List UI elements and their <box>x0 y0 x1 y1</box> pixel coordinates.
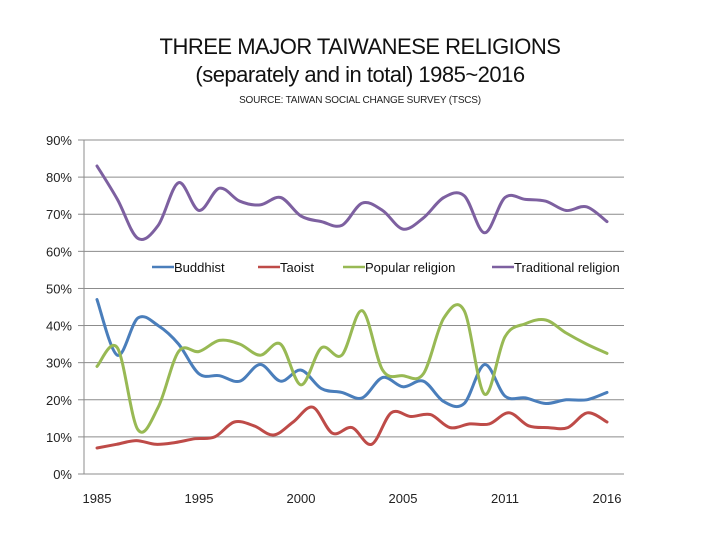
y-axis-tick-labels: 0% 10% 20% 30% 40% 50% 60% 70% 80% 90% <box>46 133 72 482</box>
chart-subtitle: SOURCE: TAIWAN SOCIAL CHANGE SURVEY (TSC… <box>239 95 481 106</box>
legend-label: Traditional religion <box>514 260 620 275</box>
axes <box>78 139 624 475</box>
x-tick-label: 1995 <box>185 491 214 506</box>
x-axis-tick-labels: 1985 1995 2000 2005 2011 2016 <box>83 491 622 506</box>
x-tick-label: 2011 <box>491 491 519 506</box>
y-tick-label: 40% <box>46 319 72 334</box>
legend: Buddhist Taoist Popular religion Traditiona… <box>152 260 620 275</box>
legend-label: Popular religion <box>365 260 455 275</box>
series-line-taoist <box>95 405 609 450</box>
series-lines <box>95 164 609 450</box>
y-tick-label: 60% <box>46 244 72 259</box>
legend-label: Buddhist <box>174 260 225 275</box>
series-line-traditional-religion <box>95 164 609 241</box>
legend-label: Taoist <box>280 260 314 275</box>
x-tick-label: 2016 <box>593 491 622 506</box>
y-tick-label: 50% <box>46 281 72 296</box>
chart-title-line1: THREE MAJOR TAIWANESE RELIGIONS <box>159 34 561 59</box>
chart-title-line2: (separately and in total) 1985~2016 <box>195 62 525 87</box>
series-line-popular-religion <box>95 303 609 434</box>
x-tick-label: 2005 <box>389 491 418 506</box>
series-line-buddhist <box>95 298 609 409</box>
x-tick-label: 1985 <box>83 491 112 506</box>
y-tick-label: 0% <box>53 467 72 482</box>
y-tick-label: 10% <box>46 430 72 445</box>
x-tick-label: 2000 <box>287 491 316 506</box>
y-tick-label: 70% <box>46 207 72 222</box>
y-tick-label: 20% <box>46 393 72 408</box>
y-tick-label: 90% <box>46 133 72 148</box>
y-tick-label: 80% <box>46 170 72 185</box>
y-tick-label: 30% <box>46 356 72 371</box>
